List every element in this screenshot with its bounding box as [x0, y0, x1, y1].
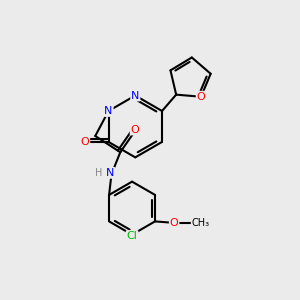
Text: N: N: [131, 91, 140, 100]
Text: H: H: [95, 168, 103, 178]
Text: O: O: [81, 137, 89, 147]
Text: Cl: Cl: [127, 231, 137, 241]
Text: O: O: [130, 124, 140, 134]
Text: O: O: [170, 218, 178, 228]
Text: CH₃: CH₃: [192, 218, 210, 228]
Text: O: O: [196, 92, 206, 102]
Text: N: N: [106, 168, 114, 178]
Text: N: N: [104, 106, 113, 116]
